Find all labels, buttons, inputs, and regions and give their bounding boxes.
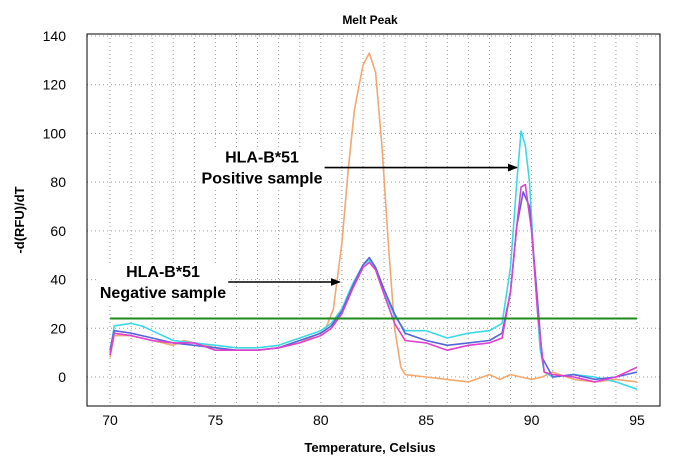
grid [87,34,660,406]
y-tick-label: 20 [50,320,66,336]
y-tick-label: 60 [50,223,66,239]
x-tick-label: 75 [208,412,224,428]
series-line-2 [109,130,638,390]
annotation-line-2: Negative sample [100,285,226,302]
plot-frame [86,33,661,407]
y-tick-label: 0 [58,369,66,385]
annotation-line-1: HLA-B*51 [126,264,200,281]
x-tick-label: 95 [629,412,645,428]
y-tick-label: 120 [43,77,67,93]
y-tick-label: 100 [43,125,67,141]
annotations: HLA-B*51 Positive sample HLA-B*51 Negative … [97,148,518,304]
annotation-bg [199,148,325,189]
tick-labels: 70 75 80 85 90 95 0 20 40 60 80 100 120 140 [43,28,645,428]
x-tick-label: 85 [418,412,434,428]
y-tick-label: 80 [50,174,66,190]
y-tick-label: 140 [43,28,67,44]
chart-title: Melt Peak [342,13,398,27]
y-axis-label: -d(RFU)/dT [12,186,27,253]
series-line-1 [109,52,638,383]
series-line-4 [109,183,638,383]
annotation-line-1: HLA-B*51 [225,150,299,167]
x-axis-label: Temperature, Celsius [304,440,435,455]
x-tick-label: 90 [524,412,540,428]
x-tick-label: 70 [102,412,118,428]
annotation-line-2: Positive sample [202,171,323,188]
x-tick-label: 80 [313,412,329,428]
annotation-bg [97,263,229,304]
series-lines [109,52,638,390]
y-tick-label: 40 [50,272,66,288]
